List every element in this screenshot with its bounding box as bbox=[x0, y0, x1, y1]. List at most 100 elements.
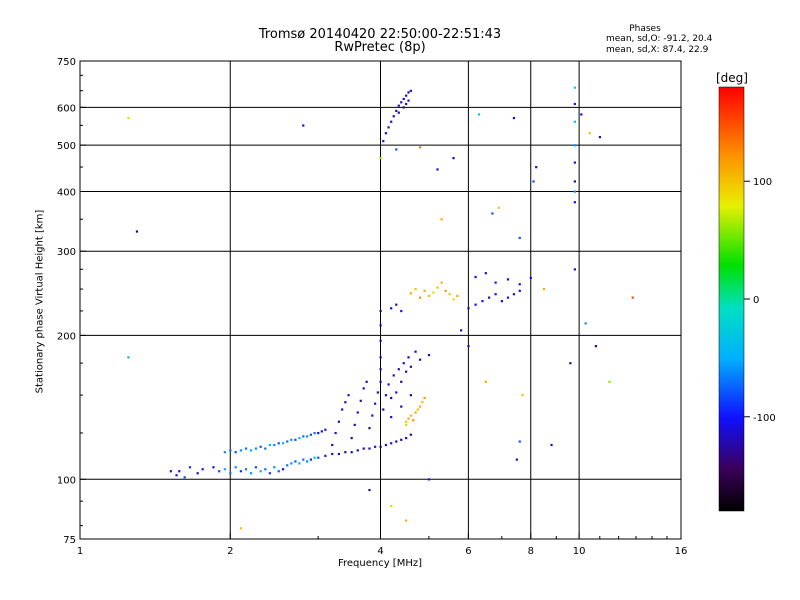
data-point bbox=[491, 212, 494, 215]
data-point bbox=[419, 358, 422, 361]
data-point bbox=[402, 97, 405, 101]
data-point bbox=[331, 452, 334, 456]
data-point bbox=[239, 449, 243, 452]
colorbar-ticks: 100 0 -100 bbox=[744, 177, 776, 424]
data-point bbox=[390, 442, 393, 445]
data-point bbox=[529, 276, 532, 279]
data-point bbox=[379, 368, 382, 371]
colorbar-tick-label: -100 bbox=[753, 413, 776, 424]
data-point bbox=[379, 157, 382, 160]
data-point bbox=[452, 157, 455, 160]
data-point bbox=[395, 391, 398, 394]
data-point bbox=[362, 387, 365, 390]
data-point bbox=[506, 278, 510, 281]
data-point bbox=[244, 468, 248, 471]
data-point bbox=[395, 148, 398, 151]
data-point bbox=[244, 447, 248, 450]
data-point bbox=[397, 111, 400, 114]
y-axis-ticks: 75 100 200 300 400 500 600 750 bbox=[57, 57, 86, 546]
data-point bbox=[135, 230, 139, 233]
data-point bbox=[347, 394, 350, 397]
data-point bbox=[212, 466, 215, 469]
data-point bbox=[254, 447, 257, 450]
phases-x-mode-stats: mean, sd,X: 87.4, 22.9 bbox=[606, 45, 709, 55]
data-point bbox=[390, 396, 393, 400]
data-point bbox=[532, 180, 535, 183]
data-point bbox=[249, 449, 253, 452]
data-point bbox=[484, 272, 487, 275]
data-point bbox=[497, 206, 500, 209]
data-point bbox=[196, 472, 199, 475]
data-point bbox=[286, 464, 289, 467]
data-point bbox=[249, 472, 253, 475]
data-point bbox=[368, 447, 371, 450]
data-point bbox=[264, 468, 267, 471]
data-point bbox=[419, 405, 422, 408]
data-point bbox=[169, 470, 172, 473]
data-point bbox=[374, 445, 377, 448]
data-point bbox=[302, 435, 305, 438]
data-point bbox=[474, 303, 477, 306]
data-point bbox=[365, 380, 368, 383]
data-point bbox=[584, 322, 587, 325]
data-point bbox=[281, 468, 285, 471]
phases-o-mode-stats: mean, sd,O: -91.2, 20.4 bbox=[606, 34, 713, 44]
data-point bbox=[515, 458, 518, 461]
data-point bbox=[395, 303, 398, 306]
data-point bbox=[494, 281, 497, 284]
data-point bbox=[317, 431, 320, 435]
data-point bbox=[368, 427, 371, 430]
data-point bbox=[573, 268, 576, 271]
data-point bbox=[344, 451, 347, 454]
data-point bbox=[405, 436, 408, 440]
data-point bbox=[512, 293, 516, 296]
data-point bbox=[573, 120, 576, 123]
data-point bbox=[384, 394, 388, 397]
data-point bbox=[362, 447, 365, 450]
data-point bbox=[397, 104, 400, 107]
data-point bbox=[500, 300, 504, 303]
data-point bbox=[359, 399, 362, 402]
data-point bbox=[573, 144, 576, 147]
x-tick-label: 8 bbox=[528, 546, 534, 557]
data-point bbox=[337, 452, 341, 456]
data-point bbox=[344, 401, 347, 404]
data-point bbox=[598, 136, 601, 139]
data-point bbox=[432, 291, 435, 294]
data-point bbox=[309, 433, 312, 436]
data-point bbox=[405, 370, 408, 373]
data-point bbox=[341, 408, 344, 411]
data-point bbox=[298, 436, 301, 440]
data-point bbox=[286, 440, 289, 443]
data-point bbox=[350, 436, 353, 440]
data-point bbox=[379, 339, 382, 342]
data-point bbox=[397, 368, 400, 371]
data-point bbox=[542, 288, 546, 291]
data-point bbox=[306, 435, 309, 438]
y-tick-label: 200 bbox=[57, 331, 76, 342]
data-point bbox=[294, 438, 297, 441]
data-point bbox=[390, 120, 393, 123]
data-point bbox=[223, 468, 226, 471]
data-point bbox=[281, 442, 285, 445]
data-point bbox=[550, 443, 553, 447]
data-point bbox=[405, 102, 408, 106]
data-point bbox=[324, 428, 327, 431]
data-point bbox=[320, 430, 323, 433]
data-point bbox=[302, 458, 305, 461]
data-point bbox=[573, 161, 576, 164]
data-point bbox=[456, 294, 459, 298]
data-point bbox=[419, 146, 422, 149]
data-point bbox=[223, 451, 226, 454]
data-point bbox=[379, 309, 382, 313]
data-point bbox=[400, 309, 403, 313]
y-tick-label: 300 bbox=[57, 247, 76, 258]
x-tick-label: 16 bbox=[675, 546, 688, 557]
data-point bbox=[306, 460, 309, 463]
data-point bbox=[521, 394, 524, 397]
data-point bbox=[298, 462, 301, 465]
data-point bbox=[405, 423, 408, 427]
data-point bbox=[294, 460, 297, 463]
data-point bbox=[452, 298, 455, 301]
